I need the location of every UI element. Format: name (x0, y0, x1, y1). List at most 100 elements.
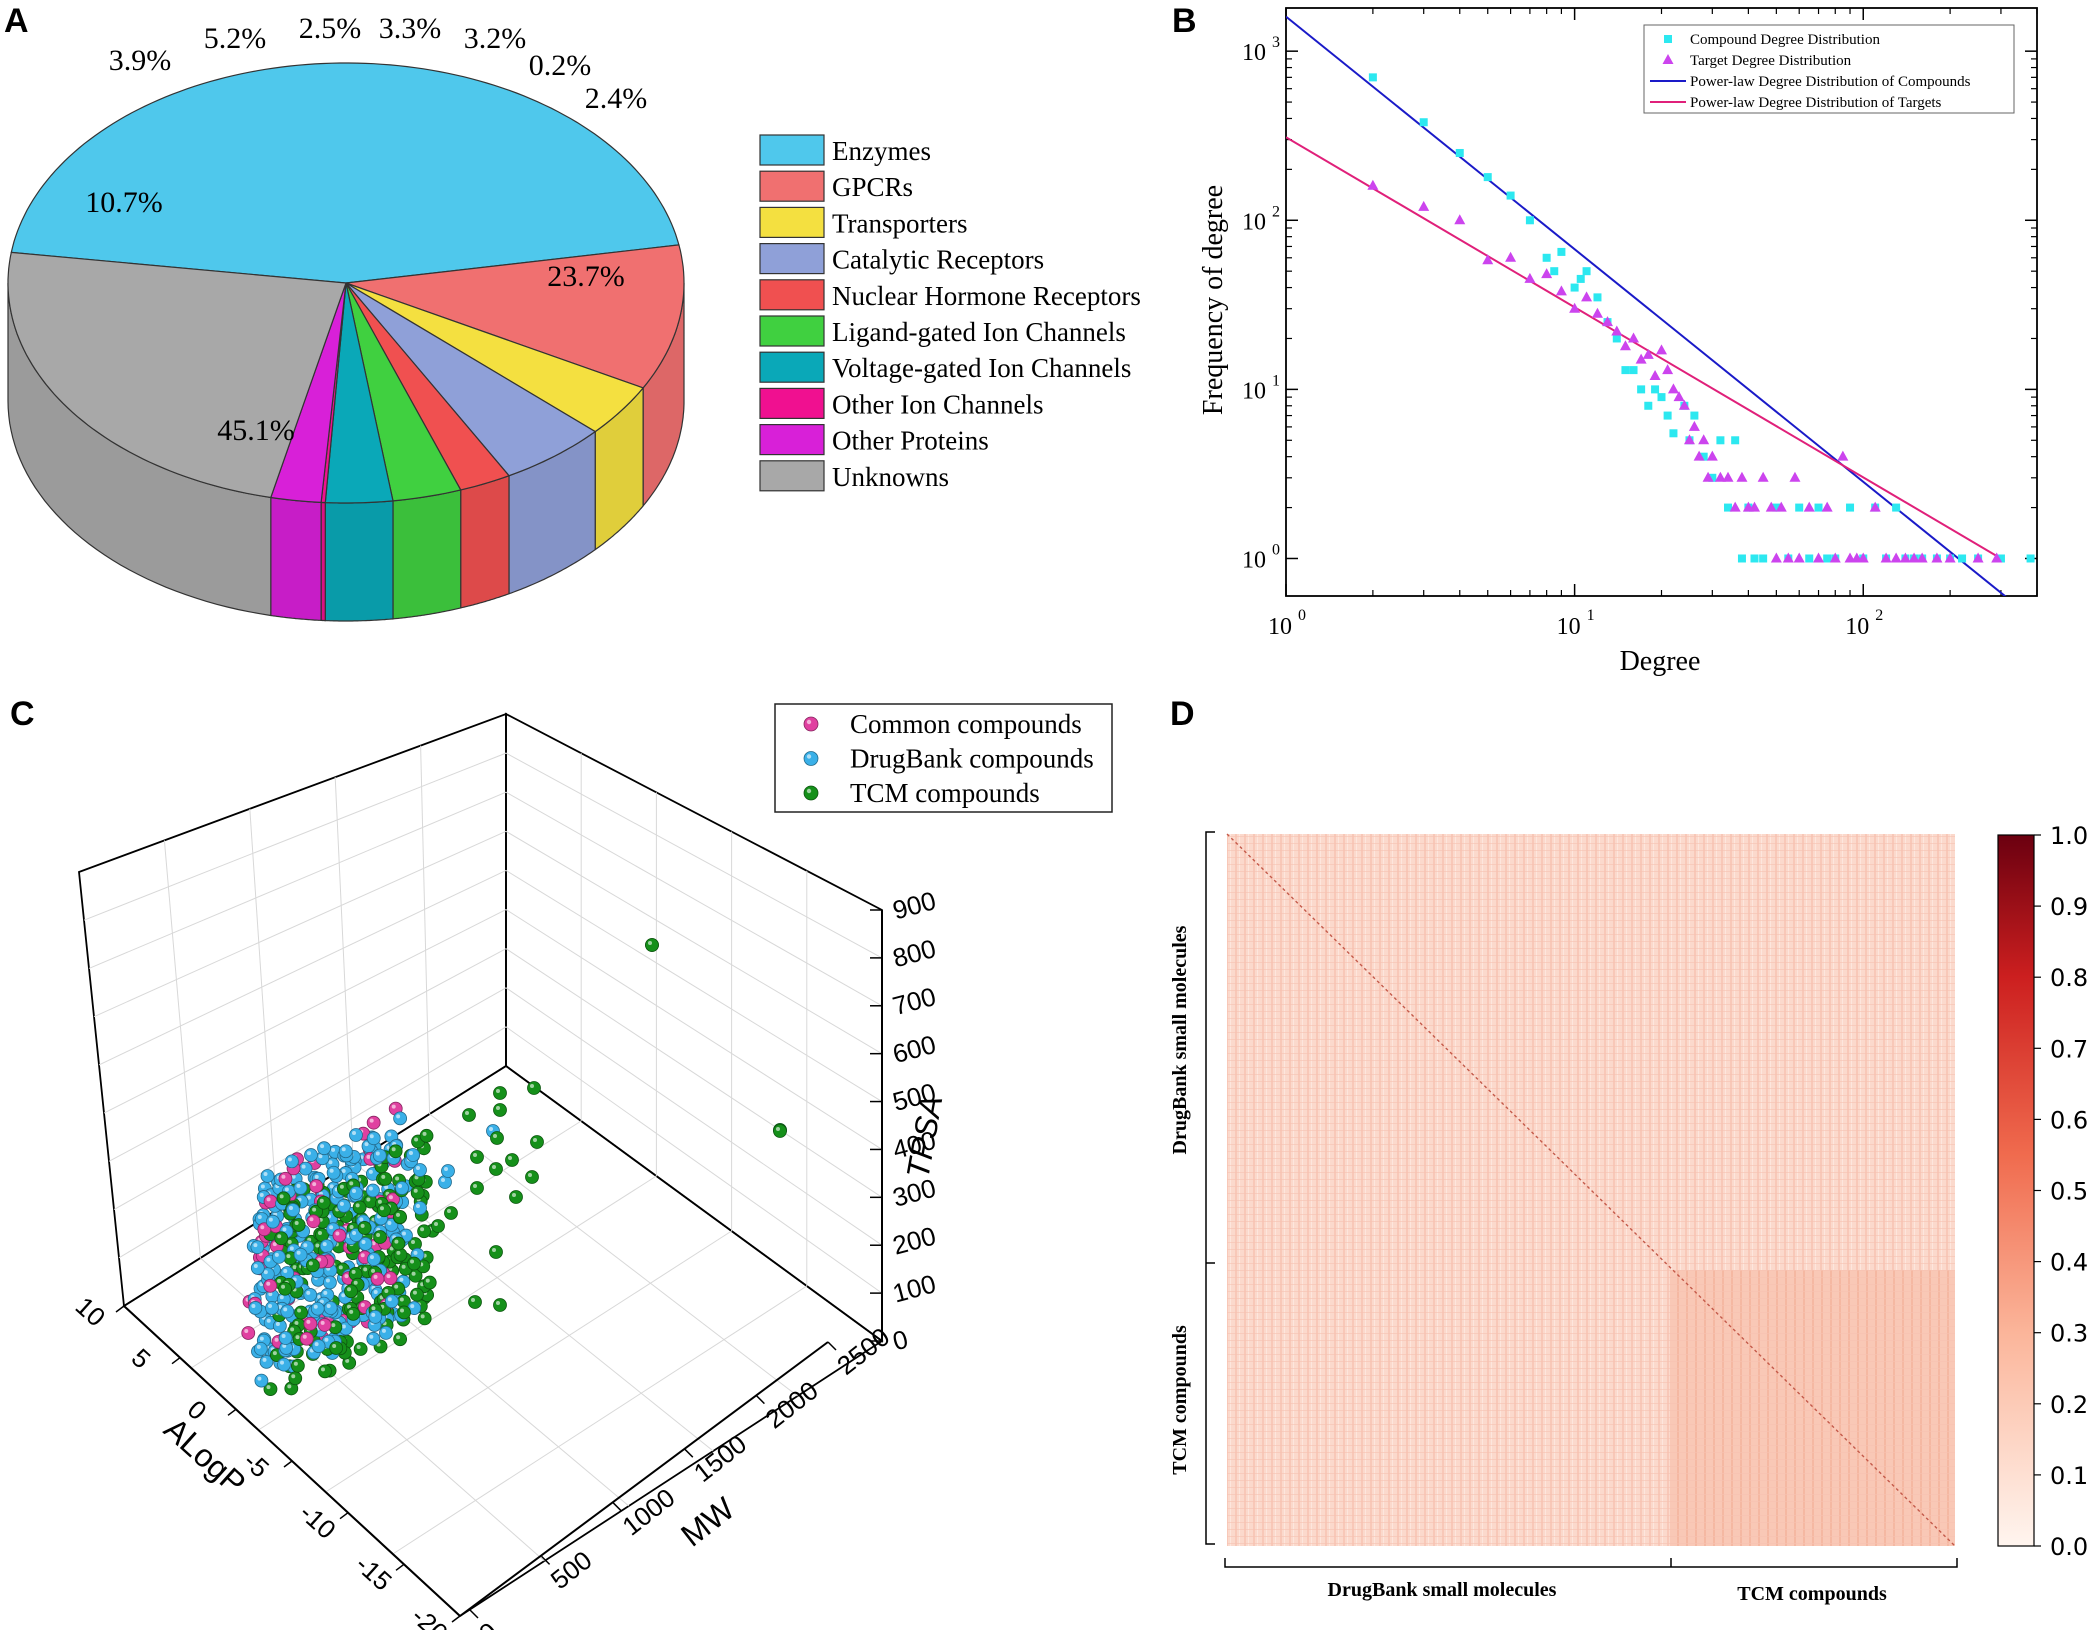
data-point (468, 1295, 482, 1309)
point-highlight (375, 1151, 380, 1156)
point-highlight (398, 1184, 402, 1188)
row-bracket (1205, 831, 1215, 1545)
point-highlight (263, 1270, 268, 1275)
point-highlight (322, 1242, 327, 1247)
colorbar (1997, 834, 2035, 1547)
point-highlight (268, 1217, 273, 1222)
pie-label: 5.2% (204, 22, 267, 55)
grid-line (88, 791, 883, 1007)
target-point (1931, 552, 1943, 563)
data-point (393, 1247, 408, 1262)
point-highlight (272, 1242, 277, 1247)
x-tick-label: 500 (545, 1545, 598, 1595)
y-tick (115, 1305, 125, 1313)
point-highlight (399, 1297, 404, 1302)
data-point (393, 1111, 408, 1126)
point-highlight (528, 1173, 532, 1177)
point-highlight (272, 1351, 277, 1356)
panel-label-a: A (4, 2, 29, 40)
point-highlight (253, 1264, 258, 1269)
data-point (286, 1203, 300, 1217)
data-point (311, 1339, 326, 1354)
col-label-tcm: TCM compounds (1737, 1583, 1887, 1605)
data-point (489, 1245, 503, 1259)
point-highlight (416, 1166, 420, 1170)
point-highlight (277, 1278, 282, 1283)
point-highlight (331, 1323, 336, 1328)
compound-point (1795, 503, 1804, 512)
axis-mw (459, 1341, 829, 1617)
grid-line (420, 745, 431, 1115)
point-highlight (287, 1384, 292, 1389)
data-point (489, 1162, 503, 1176)
y-tick (283, 1460, 293, 1468)
data-point (773, 1124, 787, 1138)
point-highlight (371, 1306, 376, 1311)
x-tick (755, 1395, 765, 1405)
x-tick-label: 1500 (688, 1429, 752, 1488)
degree-distribution-plot: 10 0 10 1 10 2 10 0 10 1 10 2 10 3 Compound Degree Di… (1198, 7, 2038, 677)
target-point (1714, 471, 1726, 482)
target-point (1656, 344, 1667, 355)
point-highlight (387, 1220, 392, 1225)
target-point (1757, 471, 1769, 482)
target-point (1890, 552, 1902, 563)
point-highlight (396, 1335, 401, 1340)
legend-swatch (759, 387, 825, 419)
compound-point (1958, 554, 1967, 563)
compound-point (1737, 554, 1746, 563)
pie-label: 45.1% (217, 414, 295, 447)
point-highlight (410, 1259, 415, 1264)
compound-point (1368, 73, 1377, 82)
point-highlight (291, 1374, 296, 1379)
heatmap-diagonal (1226, 833, 1956, 1547)
compound-point (1593, 293, 1602, 302)
point-highlight (319, 1198, 324, 1203)
legend-label: Transporters (832, 208, 968, 238)
target-point (1591, 307, 1603, 318)
data-point (470, 1150, 484, 1164)
data-point (293, 1247, 308, 1262)
point-highlight (257, 1376, 262, 1381)
pie-label: 23.7% (547, 260, 625, 293)
colorbar-tick-label: 0.6 (2050, 1106, 2088, 1134)
y-tick-label: 10 (1242, 40, 1266, 66)
point-highlight (489, 1127, 493, 1131)
point-highlight (396, 1114, 401, 1119)
data-point (444, 1206, 458, 1220)
point-highlight (268, 1292, 273, 1297)
data-point (319, 1239, 334, 1254)
x-tick-exponent: 2 (1875, 607, 1883, 624)
point-highlight (266, 1257, 271, 1262)
data-point (317, 1318, 332, 1332)
target-point (1635, 353, 1647, 364)
x-tick-label: 2000 (760, 1375, 824, 1434)
point-highlight (473, 1184, 477, 1188)
point-highlight (411, 1240, 416, 1245)
point-highlight (349, 1225, 354, 1230)
point-highlight (259, 1336, 264, 1341)
point-highlight (434, 1222, 438, 1226)
y-tick-label: -15 (350, 1549, 398, 1596)
legend-label: Enzymes (832, 136, 931, 166)
data-point (329, 1341, 344, 1355)
target-point (1693, 450, 1705, 461)
point-highlight (533, 1138, 537, 1142)
data-point (431, 1219, 445, 1233)
z-tick-label: 100 (889, 1268, 939, 1308)
data-point (527, 1081, 541, 1095)
col-label-drugbank: DrugBank small molecules (1328, 1579, 1557, 1601)
legend-label: Other Proteins (832, 426, 989, 456)
point-highlight (366, 1154, 371, 1159)
data-point (263, 1194, 278, 1209)
point-highlight (279, 1295, 284, 1300)
data-point (410, 1185, 425, 1200)
target-point (1916, 552, 1928, 563)
pie-slice-unknowns (7, 251, 347, 499)
axis-ticks: 10 0 10 1 10 2 10 0 10 1 10 2 10 3 (1242, 8, 2038, 640)
point-highlight (263, 1171, 268, 1176)
point-highlight (332, 1343, 337, 1348)
point-highlight (413, 1250, 418, 1255)
target-point (1944, 552, 1956, 563)
data-point (366, 1331, 381, 1346)
